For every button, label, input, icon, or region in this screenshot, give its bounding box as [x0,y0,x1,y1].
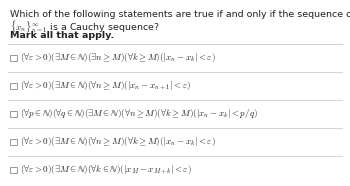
Text: $(\forall\varepsilon > 0)(\exists M \in \mathbb{N})(\forall n \geq M)(\forall k : $(\forall\varepsilon > 0)(\exists M \in … [20,135,216,148]
Bar [10,83,16,89]
Bar [10,111,16,117]
Text: $(\forall\varepsilon > 0)(\exists M \in \mathbb{N})(\forall k \in \mathbb{N})(|x: $(\forall\varepsilon > 0)(\exists M \in … [20,163,192,177]
Text: $(\forall\varepsilon > 0)(\exists M \in \mathbb{N})(\exists n \geq M)(\forall k : $(\forall\varepsilon > 0)(\exists M \in … [20,52,216,65]
Text: $(\forall\varepsilon > 0)(\exists M \in \mathbb{N})(\forall n \geq M)(|x_n - x_{: $(\forall\varepsilon > 0)(\exists M \in … [20,79,191,93]
Text: $(\forall p \in \mathbb{N})(\forall q \in \mathbb{N})(\exists M \in \mathbb{N})(: $(\forall p \in \mathbb{N})(\forall q \i… [20,108,258,121]
Bar [10,167,16,173]
Text: $\{x_n\}_{n=1}^{\infty}$ is a Cauchy sequence?: $\{x_n\}_{n=1}^{\infty}$ is a Cauchy seq… [10,19,160,35]
Text: Which of the following statements are true if and only if the sequence of real n: Which of the following statements are tr… [10,10,350,19]
Bar [10,55,16,61]
Text: Mark all that apply.: Mark all that apply. [10,31,114,40]
Bar [10,139,16,145]
